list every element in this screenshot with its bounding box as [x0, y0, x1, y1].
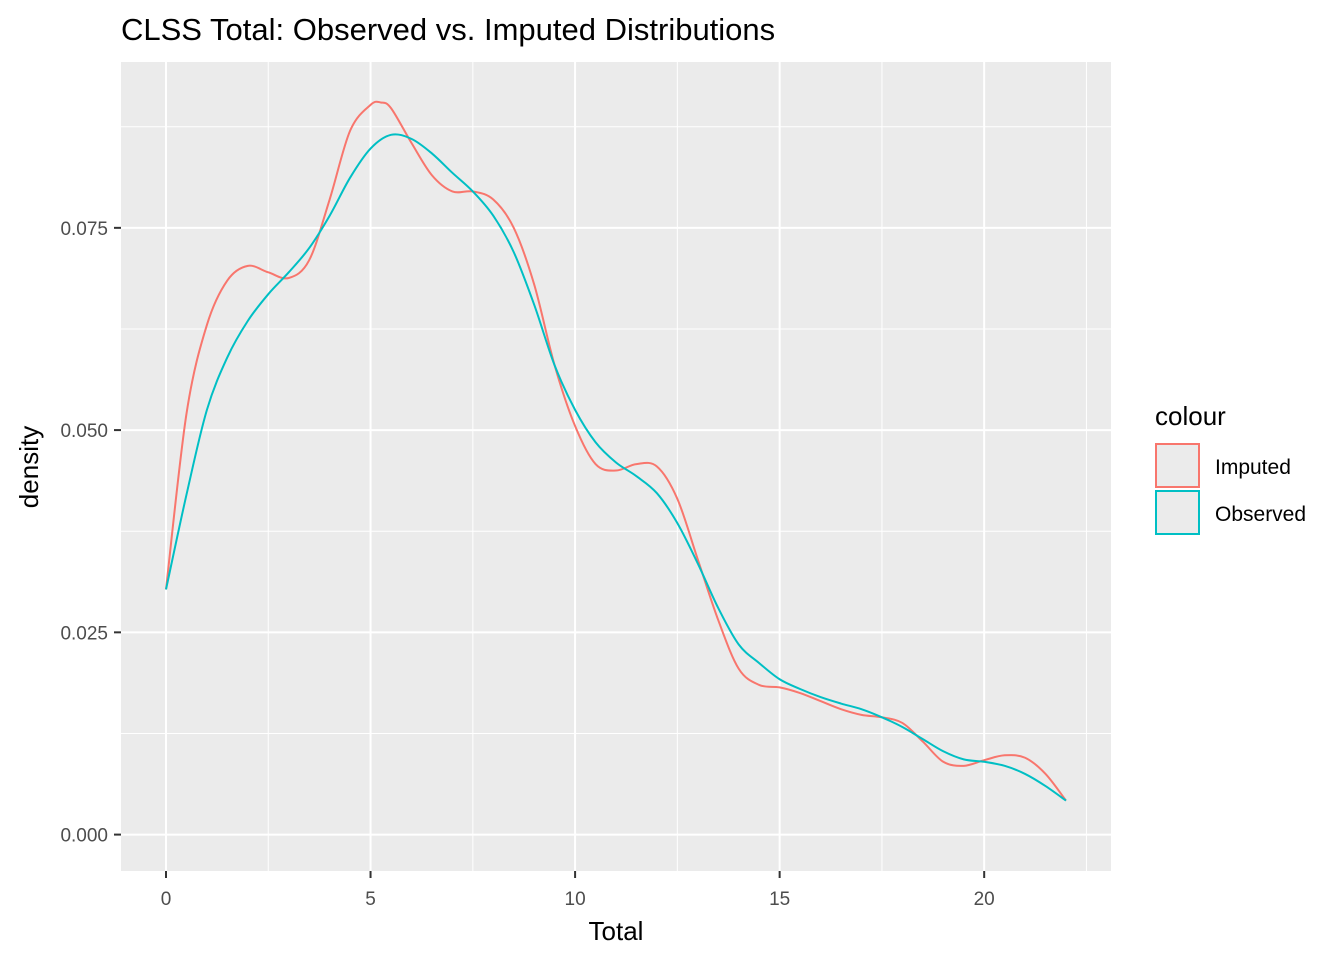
- legend-key-observed: [1155, 490, 1200, 535]
- plot-panel: [121, 62, 1111, 871]
- x-tick-label: 15: [769, 889, 790, 910]
- y-tick-label: 0.050: [60, 421, 108, 442]
- x-axis-ticks: 0 5 10 15 20: [161, 871, 995, 910]
- series-line-imputed: [165, 100, 1067, 802]
- x-tick-label: 10: [565, 889, 586, 910]
- x-tick-label: 5: [365, 889, 376, 910]
- y-tick-label: 0.000: [60, 826, 108, 847]
- x-tick-label: 20: [974, 889, 995, 910]
- legend-title: colour: [1155, 401, 1226, 431]
- chart-title: CLSS Total: Observed vs. Imputed Distrib…: [121, 12, 775, 47]
- legend: colour Imputed Observed: [1155, 401, 1306, 535]
- minor-gridlines: [121, 62, 1111, 871]
- legend-label-observed: Observed: [1215, 503, 1306, 526]
- x-tick-label: 0: [161, 889, 172, 910]
- major-gridlines: [121, 62, 1111, 871]
- legend-key-imputed: [1155, 443, 1200, 488]
- y-axis-ticks: 0.000 0.025 0.050 0.075: [60, 219, 121, 847]
- y-tick-label: 0.025: [60, 623, 108, 644]
- y-axis-title: density: [14, 426, 44, 508]
- y-tick-label: 0.075: [60, 219, 108, 240]
- x-axis-title: Total: [589, 916, 644, 946]
- series-line-observed: [165, 133, 1067, 802]
- series-lines: [165, 100, 1067, 802]
- legend-label-imputed: Imputed: [1215, 456, 1291, 479]
